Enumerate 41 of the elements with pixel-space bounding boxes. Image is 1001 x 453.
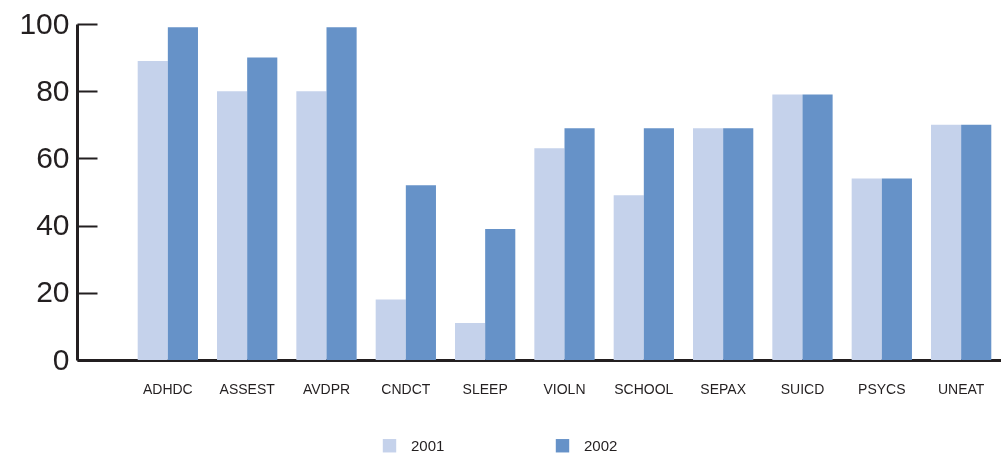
bar <box>643 128 674 360</box>
x-tick-label: ADHDC <box>142 380 193 397</box>
bar <box>931 124 962 360</box>
y-tick-label: 20 <box>36 275 70 309</box>
x-tick-label: SCHOOL <box>614 380 674 397</box>
bar <box>485 228 516 360</box>
bar <box>296 91 327 360</box>
x-tick-label: PSYCS <box>858 380 906 397</box>
bar <box>851 178 882 360</box>
x-tick-label: CNDCT <box>381 380 431 397</box>
bar <box>137 60 168 360</box>
y-tick-label: 0 <box>52 342 70 376</box>
bar <box>564 128 595 360</box>
legend-label: 2002 <box>584 436 618 453</box>
y-tick-label: 60 <box>36 140 70 174</box>
bar <box>772 94 803 360</box>
bar <box>375 299 406 360</box>
x-tick-label: SLEEP <box>462 380 508 397</box>
bar <box>247 57 278 360</box>
bar <box>405 185 436 360</box>
x-tick-label: SUICD <box>780 380 825 397</box>
y-tick-label: 80 <box>36 73 70 107</box>
bar <box>326 27 357 360</box>
bar <box>217 91 248 360</box>
y-tick-label: 100 <box>19 6 70 40</box>
bar <box>802 94 833 360</box>
legend-label: 2001 <box>411 436 445 453</box>
bar <box>455 323 486 360</box>
x-tick-label: SEPAX <box>700 380 747 397</box>
bar <box>534 148 565 360</box>
bar <box>613 195 644 360</box>
bar <box>723 128 754 360</box>
x-tick-label: ASSEST <box>219 380 276 397</box>
bar <box>881 178 912 360</box>
y-tick-label: 40 <box>36 208 70 242</box>
bar <box>693 128 724 360</box>
x-tick-label: VIOLN <box>543 380 586 397</box>
x-tick-label: UNEAT <box>937 380 985 397</box>
bar <box>167 27 198 360</box>
bar <box>961 124 992 360</box>
x-tick-label: AVDPR <box>302 380 351 397</box>
